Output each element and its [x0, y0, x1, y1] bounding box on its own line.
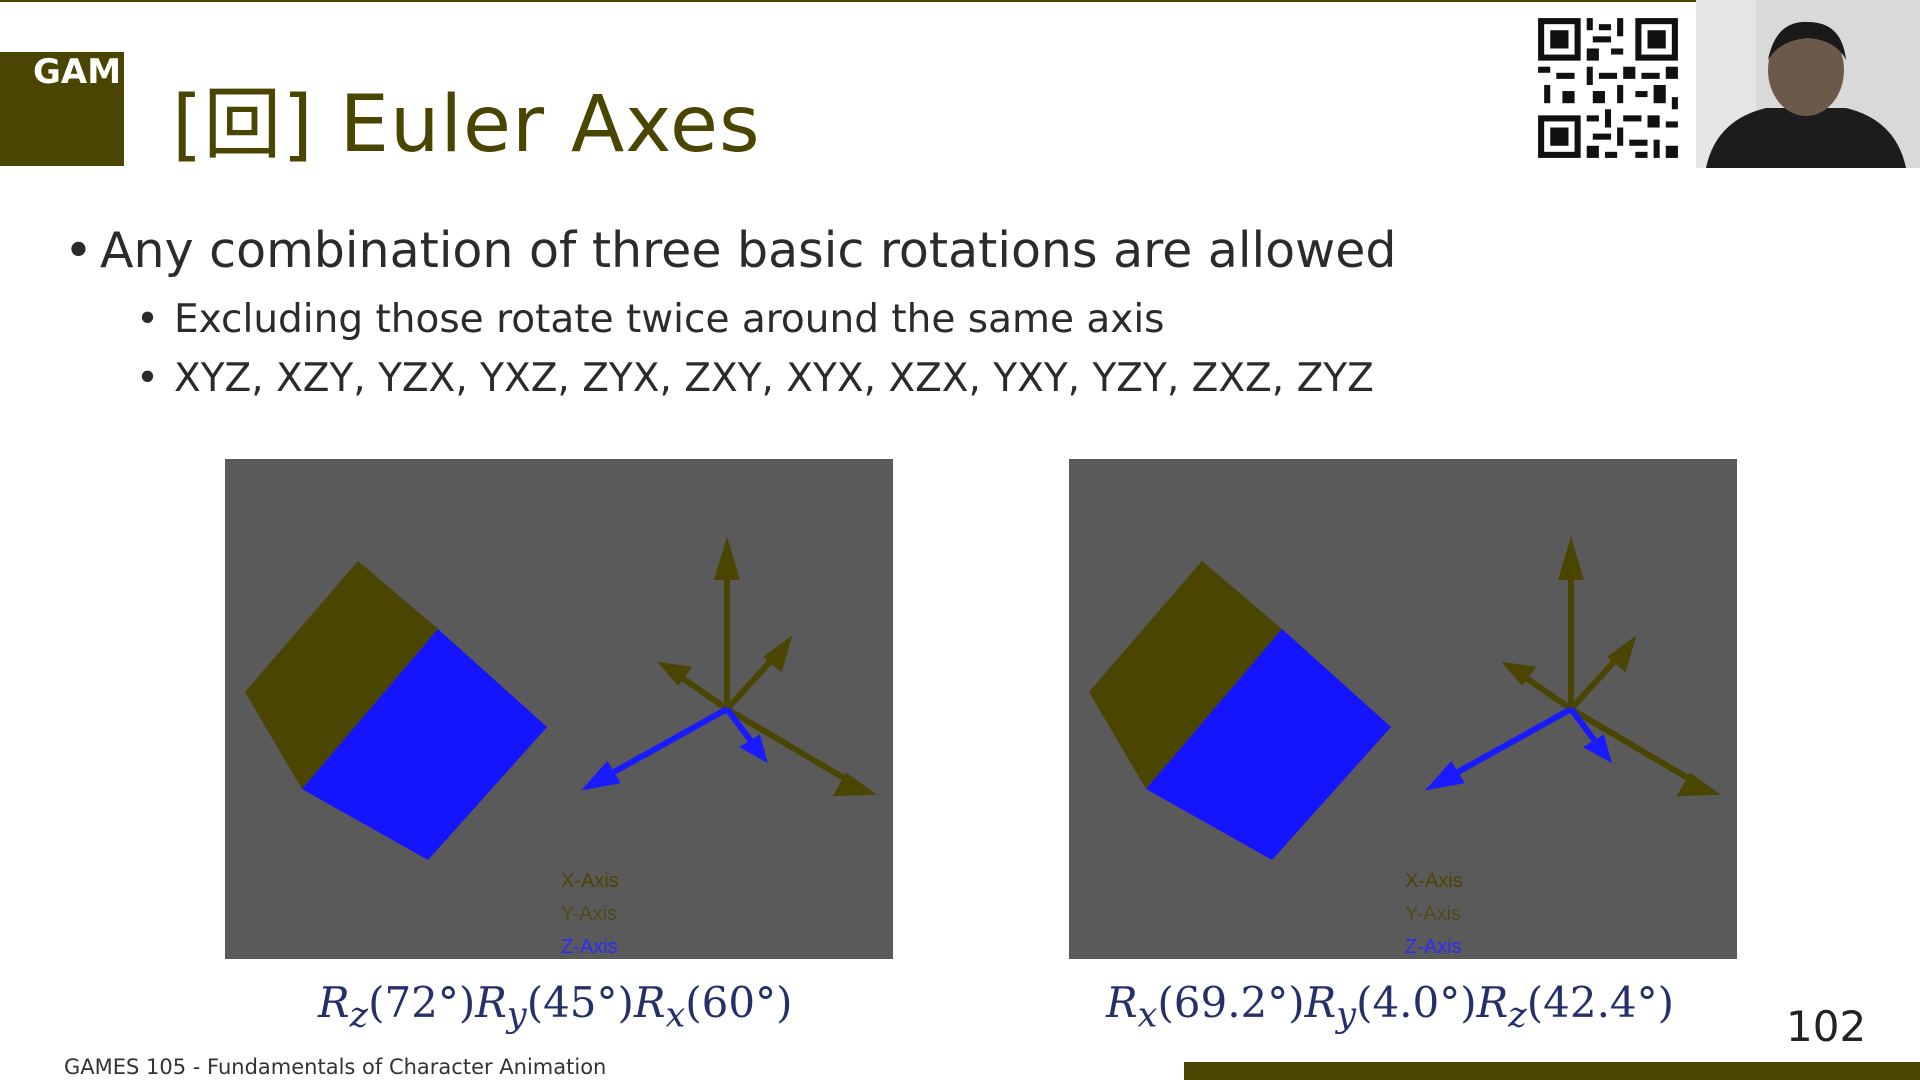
presenter-webcam [1696, 0, 1920, 168]
cube-front-face [1146, 629, 1391, 860]
legend-z-axis: Z-Axis [1405, 936, 1462, 958]
page-number: 102 [1786, 1002, 1867, 1051]
cube-side-face [1089, 561, 1282, 789]
bullet-sub-2: XYZ, XZY, YZX, YXZ, ZYX, ZXY, XYX, XZX, … [136, 356, 1396, 401]
cube-side-face [245, 561, 438, 789]
axis-legend: X-Axis Y-Axis Z-Axis [1405, 865, 1463, 959]
legend-y-axis: Y-Axis [1405, 903, 1461, 925]
top-rule [0, 0, 1920, 2]
figure-1-caption: Rz(72°)Ry(45°)Rx(60°) [318, 978, 793, 1036]
games-logo: GAMES [33, 52, 125, 92]
figure-1-panel: X-Axis Y-Axis Z-Axis [225, 459, 893, 959]
bullet-sub-1: Excluding those rotate twice around the … [136, 297, 1396, 342]
bullet-main: Any combination of three basic rotations… [64, 222, 1396, 279]
bullet-list: Any combination of three basic rotations… [64, 222, 1396, 401]
x-axis-arrow [725, 706, 856, 787]
cube-front-face [302, 629, 547, 860]
legend-x-axis: X-Axis [1405, 870, 1463, 892]
figure-2-caption: Rx(69.2°)Ry(4.0°)Rz(42.4°) [1106, 978, 1675, 1036]
course-footer: GAMES 105 - Fundamentals of Character An… [64, 1055, 607, 1079]
bottom-accent-bar [1184, 1062, 1920, 1080]
qr-code-icon [1532, 12, 1684, 164]
logo-block [0, 52, 124, 166]
figure-1-illustration [245, 536, 877, 860]
z-axis-arrow [603, 706, 729, 780]
figure-2-illustration [1089, 536, 1721, 860]
x-axis-arrow [1569, 706, 1700, 787]
z-axis-arrow [1447, 706, 1573, 780]
figure-2-panel: X-Axis Y-Axis Z-Axis [1069, 459, 1737, 959]
axis-legend: X-Axis Y-Axis Z-Axis [561, 865, 619, 959]
legend-z-axis: Z-Axis [561, 936, 618, 958]
legend-y-axis: Y-Axis [561, 903, 617, 925]
legend-x-axis: X-Axis [561, 870, 619, 892]
slide-title: [回] Euler Axes [172, 80, 761, 170]
